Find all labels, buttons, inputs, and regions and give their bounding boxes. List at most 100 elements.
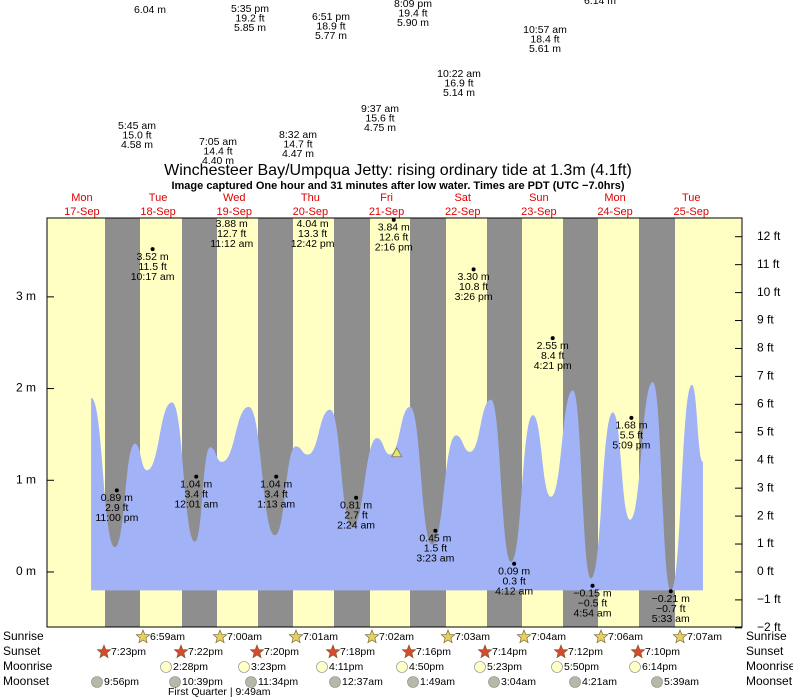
tide-event-dot bbox=[550, 336, 555, 341]
y2-tick-label: 4 ft bbox=[757, 452, 774, 466]
event-time: 4:21 pm bbox=[534, 360, 572, 372]
event-height-m: 0.89 m bbox=[101, 492, 133, 504]
event-height-ft: 1.5 ft bbox=[424, 542, 447, 554]
row-label: Moonrise bbox=[3, 659, 53, 673]
moonrise-time: 2:28pm bbox=[173, 661, 208, 673]
event-height-ft: 3.4 ft bbox=[265, 488, 288, 500]
sunset-time: 7:16pm bbox=[416, 646, 451, 658]
upper-label: 5.77 m bbox=[315, 30, 347, 42]
event-height-m: −0.21 m bbox=[652, 593, 690, 605]
moonset-icon bbox=[407, 676, 419, 688]
y2-tick-label: 6 ft bbox=[757, 397, 774, 411]
tide-event-dot bbox=[471, 267, 476, 272]
upper-label: 4.75 m bbox=[364, 122, 396, 134]
y2-tick-label: 9 ft bbox=[757, 313, 774, 327]
row-label: Moonset bbox=[3, 674, 50, 688]
y-tick-label: 3 m bbox=[16, 289, 36, 303]
upper-label: 4.40 m bbox=[202, 155, 234, 167]
event-time: 4:12 am bbox=[495, 586, 533, 598]
event-height-ft: −0.7 ft bbox=[656, 603, 686, 615]
day-name: Wed bbox=[223, 192, 245, 204]
event-height-m: 3.84 m bbox=[378, 222, 410, 234]
chart-subtitle: Image captured One hour and 31 minutes a… bbox=[171, 180, 624, 192]
upper-label: 4.58 m bbox=[121, 139, 153, 151]
sunset-icon bbox=[630, 644, 646, 659]
moonrise-icon bbox=[629, 661, 641, 673]
sunrise-icon bbox=[288, 629, 304, 644]
event-height-m: 3.88 m bbox=[216, 218, 248, 230]
upper-label: 10:57 am bbox=[523, 24, 567, 36]
event-height-m: 3.30 m bbox=[458, 271, 490, 283]
event-height-m: 0.09 m bbox=[498, 566, 530, 578]
row-label: Sunset bbox=[3, 644, 41, 658]
moonset-time: 9:56pm bbox=[104, 676, 139, 688]
day-name: Sun bbox=[529, 192, 549, 204]
sunrise-icon bbox=[593, 629, 609, 644]
day-date: 23-Sep bbox=[521, 206, 556, 218]
row-label-right: Moonrise bbox=[746, 659, 793, 673]
tide-event-dot bbox=[512, 561, 517, 566]
y2-tick-label: 2 ft bbox=[757, 508, 774, 522]
moonrise-icon bbox=[160, 661, 172, 673]
upper-label: 7:05 am bbox=[199, 136, 237, 148]
event-time: 2:24 am bbox=[337, 519, 375, 531]
moonset-time: 1:49am bbox=[420, 676, 455, 688]
day-date: 21-Sep bbox=[369, 206, 404, 218]
upper-label: 9:37 am bbox=[361, 103, 399, 115]
event-time: 12:01 am bbox=[174, 498, 218, 510]
event-time: 3:26 pm bbox=[455, 291, 493, 303]
event-height-ft: 5.5 ft bbox=[620, 430, 643, 442]
event-height-ft: 11.5 ft bbox=[138, 261, 166, 273]
moonset-icon bbox=[329, 676, 341, 688]
event-height-m: 3.52 m bbox=[137, 251, 169, 263]
sunrise-icon bbox=[135, 629, 151, 644]
day-name: Sat bbox=[454, 192, 471, 204]
moonrise-time: 5:50pm bbox=[564, 661, 599, 673]
event-time: 1:13 am bbox=[257, 498, 295, 510]
event-height-ft: 2.9 ft bbox=[105, 502, 128, 514]
upper-label: 5.85 m bbox=[234, 22, 266, 34]
sunrise-icon bbox=[516, 629, 532, 644]
event-height-ft: 2.7 ft bbox=[344, 509, 367, 521]
event-height-m: 2.55 m bbox=[537, 340, 569, 352]
upper-label: 8:09 pm bbox=[394, 0, 432, 10]
moonset-icon bbox=[169, 676, 181, 688]
y2-tick-label: 3 ft bbox=[757, 480, 774, 494]
sunset-icon bbox=[325, 644, 341, 659]
moonrise-time: 4:11pm bbox=[329, 661, 363, 673]
event-height-ft: 12.7 ft bbox=[217, 228, 246, 240]
event-height-m: 0.45 m bbox=[419, 532, 451, 544]
tide-event-dot bbox=[354, 495, 359, 500]
event-height-m: 4.04 m bbox=[297, 218, 329, 230]
moonrise-icon bbox=[396, 661, 408, 673]
tide-event-dot bbox=[150, 247, 155, 252]
upper-label: 15.0 ft bbox=[122, 129, 151, 141]
event-height-ft: 10.8 ft bbox=[459, 281, 488, 293]
current-tide-marker bbox=[391, 446, 403, 458]
moonset-icon bbox=[91, 676, 103, 688]
upper-label: 18.4 ft bbox=[530, 33, 559, 45]
event-height-ft: 0.3 ft bbox=[502, 576, 525, 588]
row-label-right: Sunrise bbox=[746, 629, 787, 643]
sunrise-icon bbox=[364, 629, 380, 644]
event-time: 2:16 pm bbox=[375, 242, 413, 254]
event-time: 12:42 pm bbox=[291, 238, 335, 250]
y2-tick-label: 0 ft bbox=[757, 564, 774, 578]
moonrise-icon bbox=[238, 661, 250, 673]
sunrise-time: 7:04am bbox=[531, 631, 566, 643]
sunset-icon bbox=[401, 644, 417, 659]
moonrise-time: 4:50pm bbox=[409, 661, 444, 673]
sunset-icon bbox=[477, 644, 493, 659]
event-height-ft: 3.4 ft bbox=[185, 488, 208, 500]
moonrise-time: 5:23pm bbox=[487, 661, 522, 673]
sunrise-time: 6:59am bbox=[150, 631, 185, 643]
event-height-ft: 8.4 ft bbox=[541, 350, 564, 362]
sunrise-time: 7:00am bbox=[227, 631, 262, 643]
tide-event-dot bbox=[274, 474, 279, 479]
sunset-time: 7:18pm bbox=[340, 646, 375, 658]
tide-event-dot bbox=[194, 474, 199, 479]
event-time: 11:00 pm bbox=[95, 512, 138, 524]
upper-label: 8:32 am bbox=[279, 129, 317, 141]
tide-event-dot bbox=[590, 583, 595, 588]
